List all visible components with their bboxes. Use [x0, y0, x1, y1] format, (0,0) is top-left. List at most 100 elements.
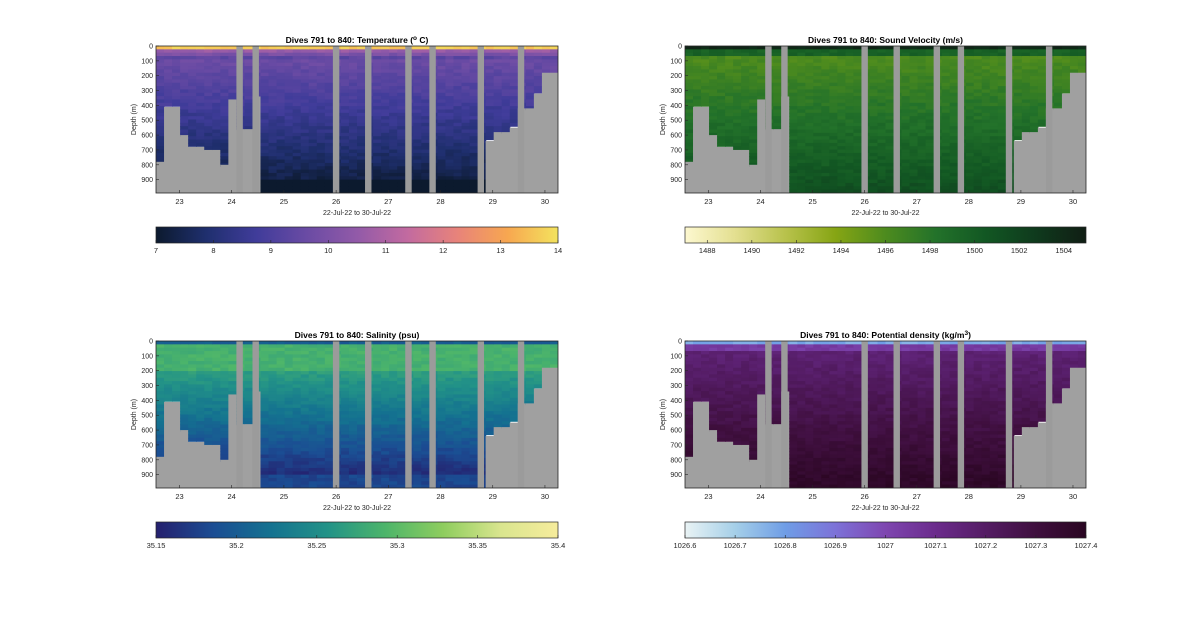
heatmap-cell	[373, 364, 382, 369]
heatmap-cell	[188, 112, 197, 117]
heatmap-cell	[180, 367, 189, 372]
heatmap-cell	[324, 347, 334, 352]
heatmap-cell	[789, 109, 798, 114]
heatmap-cell	[228, 52, 237, 57]
heatmap-cell	[228, 76, 237, 81]
heatmap-cell	[308, 182, 318, 187]
heatmap-cell	[397, 464, 406, 469]
heatmap-cell	[453, 96, 463, 101]
heatmap-cell	[268, 72, 278, 77]
heatmap-cell	[1037, 106, 1047, 111]
heatmap-cell	[212, 92, 221, 97]
heatmap-cell	[877, 149, 887, 154]
heatmap-cell	[204, 102, 213, 107]
heatmap-cell	[973, 52, 983, 57]
heatmap-cell	[813, 116, 822, 121]
heatmap-cell	[437, 112, 447, 117]
heatmap-cell	[813, 122, 822, 127]
heatmap-cell	[316, 79, 326, 84]
heatmap-cell	[685, 129, 694, 134]
heatmap-cell	[741, 76, 750, 81]
heatmap-cell	[981, 122, 991, 127]
heatmap-cell	[260, 49, 270, 54]
heatmap-cell	[308, 441, 318, 446]
heatmap-cell	[733, 89, 742, 94]
heatmap-cell	[877, 189, 887, 193]
heatmap-cell	[196, 132, 205, 137]
heatmap-cell	[445, 66, 455, 70]
heatmap-cell	[260, 182, 270, 187]
heatmap-cell	[381, 79, 390, 84]
heatmap-cell	[357, 397, 366, 402]
data-gap	[933, 46, 941, 193]
heatmap-cell	[228, 387, 237, 392]
heatmap-cell	[300, 176, 310, 181]
heatmap-cell	[389, 484, 398, 488]
heatmap-cell	[413, 122, 422, 127]
heatmap-cell	[805, 92, 814, 97]
heatmap-cell	[316, 414, 326, 419]
heatmap-cell	[949, 149, 959, 154]
heatmap-cell	[845, 102, 855, 107]
heatmap-cell	[981, 69, 991, 74]
heatmap-cell	[413, 56, 422, 60]
heatmap-cell	[316, 397, 326, 402]
heatmap-cell	[733, 69, 742, 74]
heatmap-cell	[829, 159, 838, 164]
heatmap-cell	[789, 49, 798, 54]
heatmap-cell	[885, 169, 895, 174]
heatmap-cell	[348, 99, 358, 104]
heatmap-cell	[413, 146, 422, 151]
heatmap-cell	[300, 407, 310, 412]
heatmap-cell	[300, 106, 310, 111]
heatmap-cell	[741, 119, 750, 124]
heatmap-cell	[156, 149, 165, 154]
heatmap-cell	[164, 377, 173, 382]
heatmap-cell	[805, 186, 814, 191]
heatmap-cell	[501, 112, 511, 117]
heatmap-cell	[685, 99, 694, 104]
heatmap-cell	[308, 186, 318, 191]
heatmap-cell	[421, 371, 430, 376]
heatmap-cell	[348, 116, 358, 121]
heatmap-cell	[316, 166, 326, 171]
heatmap-cell	[973, 162, 983, 167]
heatmap-cell	[284, 82, 294, 87]
heatmap-cell	[973, 62, 983, 67]
heatmap-cell	[837, 152, 846, 157]
heatmap-cell	[228, 364, 237, 369]
heatmap-cell	[829, 166, 838, 171]
heatmap-cell	[733, 126, 742, 131]
heatmap-cell	[869, 109, 879, 114]
heatmap-cell	[997, 89, 1007, 94]
heatmap-cell	[180, 119, 189, 124]
heatmap-cell	[421, 109, 430, 114]
heatmap-cell	[869, 86, 879, 91]
heatmap-cell	[917, 79, 927, 84]
heatmap-cell	[397, 86, 406, 91]
colorbar-tick-label: 8	[211, 246, 215, 255]
heatmap-cell	[292, 484, 302, 488]
heatmap-cell	[1029, 86, 1039, 91]
heatmap-cell	[877, 99, 887, 104]
heatmap-cell	[829, 99, 838, 104]
heatmap-cell	[324, 182, 334, 187]
heatmap-cell	[228, 367, 237, 372]
heatmap-cell	[324, 119, 334, 124]
heatmap-cell	[373, 394, 382, 399]
heatmap-cell	[260, 344, 270, 349]
heatmap-cell	[437, 474, 447, 479]
heatmap-cell	[244, 92, 254, 97]
heatmap-cell	[308, 86, 318, 91]
heatmap-cell	[276, 46, 286, 50]
heatmap-cell	[389, 142, 398, 147]
heatmap-cell	[469, 46, 479, 50]
heatmap-cell	[949, 162, 959, 167]
x-tick-label: 24	[756, 197, 764, 206]
heatmap-cell	[453, 139, 463, 144]
heatmap-cell	[989, 66, 999, 70]
heatmap-cell	[284, 437, 294, 442]
heatmap-cell	[260, 162, 270, 167]
heatmap-cell	[453, 156, 463, 161]
heatmap-cell	[773, 102, 782, 107]
